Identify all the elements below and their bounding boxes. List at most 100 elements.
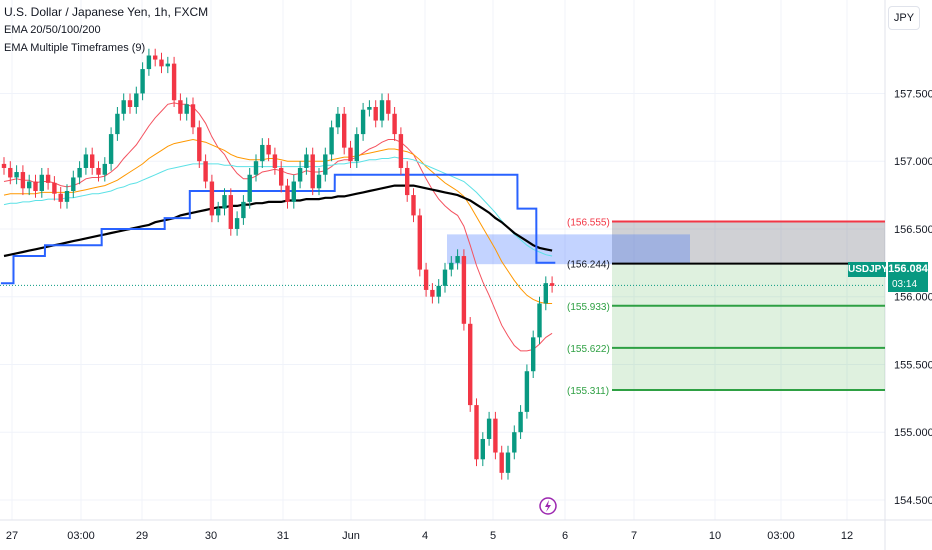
candle-body <box>64 191 70 202</box>
candle-body <box>499 452 504 473</box>
candle-body <box>83 154 89 168</box>
candle-body <box>316 174 322 189</box>
x-tick-label: 4 <box>422 530 428 542</box>
candle-body <box>323 154 328 175</box>
x-tick-label: 31 <box>277 530 289 542</box>
candle-body <box>203 161 208 182</box>
candle-body <box>39 174 44 192</box>
candle-body <box>442 269 448 286</box>
level-label-target: (155.311) <box>567 386 609 397</box>
candle-body <box>108 134 114 164</box>
candle-body <box>480 438 485 460</box>
candle-body <box>392 113 397 135</box>
candle-body <box>291 181 296 202</box>
candle-body <box>260 144 265 162</box>
candle-body <box>537 303 542 338</box>
candle-body <box>197 127 202 162</box>
x-tick-label: 03:00 <box>67 530 95 542</box>
candle-body <box>285 185 290 202</box>
candle-body <box>279 167 284 186</box>
candle-body <box>190 104 196 128</box>
candle-body <box>52 182 57 194</box>
candle-body <box>209 181 215 216</box>
candle-body <box>127 100 133 107</box>
candle-body <box>455 256 460 263</box>
candle-body <box>1 163 7 168</box>
candle-body <box>178 100 183 114</box>
candle-body <box>20 172 26 189</box>
candle-body <box>102 163 107 175</box>
candle-body <box>360 109 366 135</box>
price-tag-value: 156.084 <box>888 262 928 277</box>
candle-body <box>486 418 492 439</box>
y-tick-label: 156.500 <box>894 224 932 236</box>
candle-body <box>461 256 467 324</box>
candle-body <box>405 167 410 196</box>
candle-body <box>184 104 189 114</box>
x-tick-label: 27 <box>6 530 18 542</box>
highlight-rectangle <box>447 234 690 265</box>
x-tick-label: 10 <box>709 530 721 542</box>
indicator-mtf-legend[interactable]: EMA Multiple Timeframes (9) <box>4 42 146 54</box>
ema-line-ema-20 <box>3 102 553 352</box>
candle-body <box>266 144 271 155</box>
level-label-stop: (156.555) <box>567 217 610 228</box>
x-tick-label: 03:00 <box>767 530 795 542</box>
candle-body <box>171 63 177 101</box>
y-tick-label: 157.000 <box>894 156 932 168</box>
target-zone <box>612 263 885 391</box>
candle-body <box>14 172 19 178</box>
ema-line-ema-50 <box>3 138 553 304</box>
stop-zone <box>612 221 885 264</box>
candle-body <box>153 55 158 60</box>
candle-body <box>297 167 303 182</box>
candle-body <box>222 195 227 209</box>
y-tick-label: 155.500 <box>894 359 932 371</box>
candle-body <box>216 208 221 216</box>
y-tick-label: 156.000 <box>894 292 932 304</box>
x-tick-label: 29 <box>136 530 148 542</box>
candle-body <box>543 283 548 304</box>
candle-body <box>342 113 347 148</box>
candle-body <box>115 113 120 135</box>
candle-body <box>45 174 51 183</box>
candle-body <box>134 93 139 107</box>
candle-body <box>165 63 170 67</box>
candle-body <box>27 181 32 189</box>
candle-body <box>354 134 359 162</box>
candle-body <box>77 167 82 178</box>
currency-button[interactable]: JPY <box>888 6 920 30</box>
candle-body <box>348 147 353 162</box>
candle-body <box>379 100 385 121</box>
price-tag-countdown: 03:14 <box>888 277 928 292</box>
candle-body <box>474 405 479 460</box>
candle-body <box>304 154 309 168</box>
level-label-entry: (156.244) <box>567 260 610 271</box>
candle-body <box>90 154 95 168</box>
candle-body <box>310 154 315 189</box>
candle-body <box>253 161 259 175</box>
y-tick-label: 155.000 <box>894 427 932 439</box>
x-tick-label: Jun <box>342 530 360 542</box>
candle-body <box>8 167 13 178</box>
lightning-icon <box>545 500 551 512</box>
candle-body <box>386 100 391 114</box>
chart-title: U.S. Dollar / Japanese Yen, 1h, FXCM <box>4 5 209 19</box>
level-label-target: (155.933) <box>567 302 610 313</box>
candle-body <box>159 59 164 67</box>
x-tick-label: 30 <box>205 530 217 542</box>
candle-body <box>436 285 441 297</box>
level-label-target: (155.622) <box>567 344 610 355</box>
mtf-step-line <box>0 173 556 285</box>
candle-body <box>272 154 278 168</box>
indicator-ema-legend[interactable]: EMA 20/50/100/200 <box>4 24 101 36</box>
ema-line-ema-100 <box>3 156 553 257</box>
candle-body <box>367 107 372 110</box>
y-tick-label: 154.500 <box>894 495 932 507</box>
candle-body <box>335 113 341 128</box>
candle-body <box>449 262 454 270</box>
candle-body <box>329 127 334 155</box>
candle-body <box>234 218 240 229</box>
price-tag-symbol: USDJPY <box>848 262 889 277</box>
